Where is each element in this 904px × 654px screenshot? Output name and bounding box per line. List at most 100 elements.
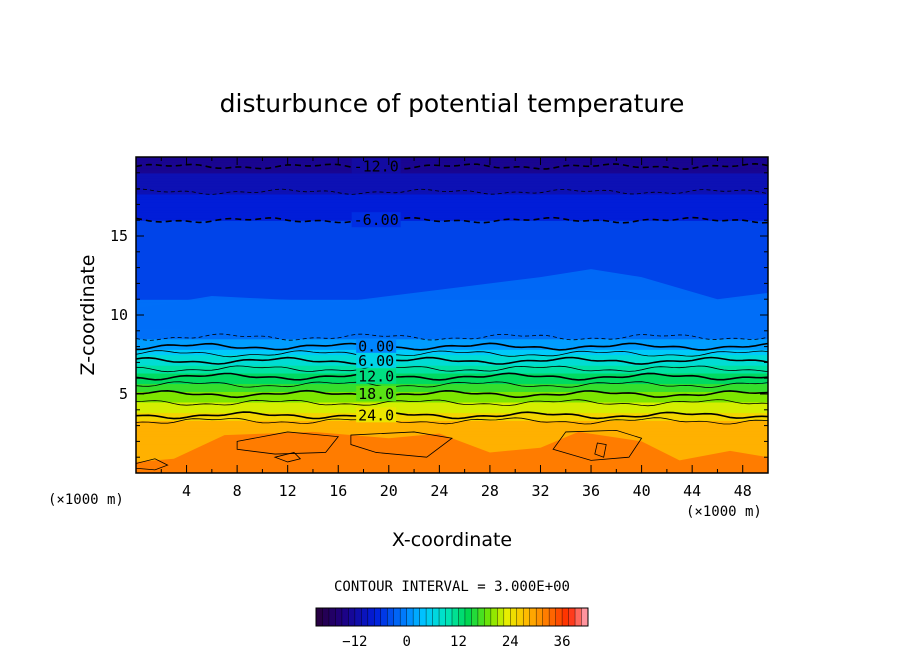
field-band: [136, 354, 768, 358]
colorbar-segment: [387, 608, 395, 626]
field-band: [136, 175, 768, 179]
field-band: [136, 259, 768, 263]
anomaly-contour: [350, 431, 453, 458]
colorbar-tick-label: 36: [554, 634, 571, 650]
field-band: [136, 362, 768, 366]
contour-line: [136, 216, 768, 224]
x-tick-label: 20: [380, 482, 398, 500]
colorbar-segment: [316, 608, 323, 626]
field-band: [136, 201, 768, 205]
colorbar: [315, 607, 589, 627]
contour-label: 24.0: [358, 406, 394, 424]
x-tick-label: 48: [734, 482, 752, 500]
contour-label: 0.00: [358, 338, 394, 356]
field-band: [136, 349, 768, 353]
colorbar-segment: [328, 608, 336, 626]
field-band: [136, 214, 768, 219]
colorbar-labels: −12 0 12 24 36: [342, 634, 570, 650]
field-band: [136, 188, 768, 192]
field-band: [136, 167, 768, 171]
field-band: [136, 415, 768, 419]
field-band: [136, 225, 768, 229]
contour-label-bg: [356, 352, 397, 368]
field-band: [136, 209, 768, 213]
colorbar-segment: [380, 608, 388, 626]
colorbar-segment: [568, 608, 576, 626]
contour-label-bg: [356, 407, 397, 423]
field-band: [136, 193, 768, 198]
anomaly-contour: [136, 458, 169, 471]
contour-label-bg: [356, 368, 397, 384]
field-band: [136, 185, 768, 190]
colorbar-tick-label: 0: [402, 634, 410, 650]
field-band: [136, 212, 768, 216]
x-tick-label: 4: [182, 482, 191, 500]
field-band: [136, 338, 768, 342]
field-band: [136, 164, 768, 169]
field-band: [136, 351, 768, 356]
field-band: [136, 428, 768, 432]
field-band: [136, 372, 768, 377]
field-band: [136, 233, 768, 237]
colorbar-tick-label: 24: [502, 634, 519, 650]
field-band: [136, 262, 768, 266]
colorbar-segment: [575, 608, 582, 626]
field-band: [136, 383, 768, 387]
field-band: [136, 267, 768, 271]
colorbar-segment: [471, 608, 479, 626]
field-band: [136, 433, 768, 437]
contour-line: [136, 365, 768, 373]
colorbar-segment: [516, 608, 524, 626]
colorbar-segment: [536, 608, 543, 626]
contour-line: [136, 333, 768, 341]
field-band: [136, 409, 768, 414]
field-band: [136, 341, 768, 345]
contour-line: [136, 381, 768, 388]
colorbar-segment: [322, 608, 330, 626]
colorbar-segment: [335, 608, 343, 626]
field-band: [136, 257, 768, 261]
colorbar-segment: [510, 608, 518, 626]
chart-title: disturbunce of potential temperature: [220, 89, 685, 118]
colorbar-segment: [361, 608, 369, 626]
contour-label-bg: [351, 212, 401, 228]
contour-line: [136, 399, 768, 407]
y-tick-label: 10: [110, 306, 128, 324]
field-band: [136, 378, 768, 382]
x-tick-label: 40: [633, 482, 651, 500]
field-band: [136, 159, 768, 163]
colorbar-segment: [562, 608, 569, 626]
colorbar-segment: [523, 608, 531, 626]
colorbar-segment: [374, 608, 382, 626]
anomaly-contour: [552, 429, 643, 461]
field-band: [136, 251, 768, 256]
colorbar-segment: [503, 608, 511, 626]
mid-level-region: [136, 269, 768, 333]
colorbar-segment: [413, 608, 420, 626]
field-band: [136, 336, 768, 340]
field-band: [136, 367, 768, 371]
x-tick-label: 16: [329, 482, 347, 500]
field-band: [136, 422, 768, 427]
field-band: [136, 420, 768, 424]
contour-label: -12.0: [354, 157, 399, 175]
colorbar-segment: [477, 608, 485, 626]
contour-label-bg: [356, 386, 397, 401]
field-band: [136, 222, 768, 227]
x-tick-label: 36: [582, 482, 600, 500]
field-band: [136, 172, 768, 177]
field-band: [136, 241, 768, 245]
field-band: [136, 272, 768, 277]
contour-line: [136, 350, 768, 358]
field-band: [136, 204, 768, 208]
contour-interval-text: CONTOUR INTERVAL = 3.000E+00: [334, 579, 570, 595]
temperature-field: [136, 157, 768, 473]
field-band: [136, 417, 768, 421]
field-band: [136, 243, 768, 248]
colorbar-segment: [432, 608, 440, 626]
contour-line: [136, 342, 768, 351]
field-band: [136, 191, 768, 195]
field-band: [136, 399, 768, 403]
